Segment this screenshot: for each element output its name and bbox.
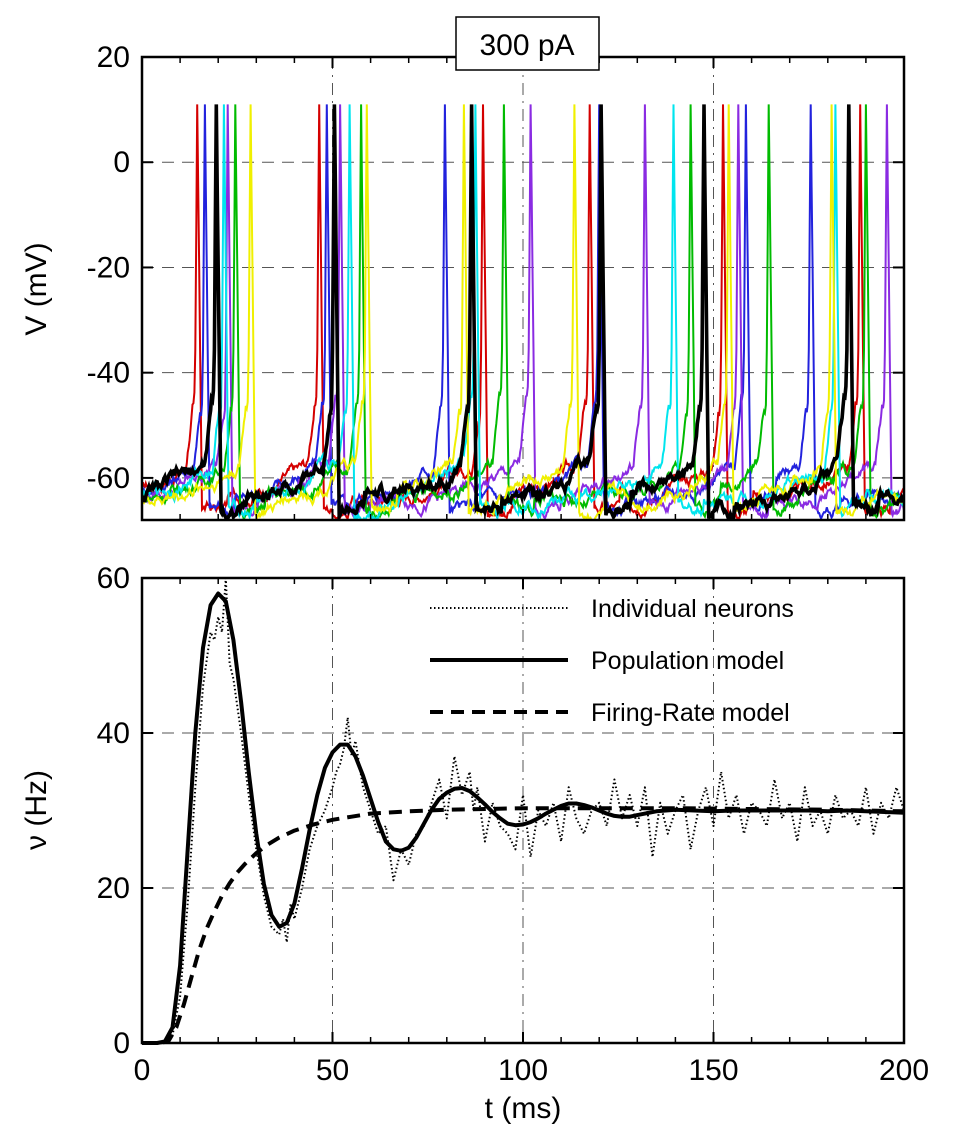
- rate-axes-box: [140, 576, 906, 1045]
- rate-x-tick-label: 0: [134, 1054, 151, 1087]
- voltage-y-tick-label: -20: [87, 251, 130, 284]
- rate-tick-labels: 0 50 100 150 200 0 20 40 60: [97, 562, 929, 1087]
- rate-x-tick-label: 200: [879, 1054, 929, 1087]
- rate-panel: 0 50 100 150 200 0 20 40 60 ν (Hz) t (ms) Indivi…: [20, 562, 929, 1125]
- rate-grid: [142, 578, 904, 1043]
- voltage-y-tick-label: 0: [113, 146, 130, 179]
- legend: Individual neurons Population model Firi…: [430, 595, 794, 727]
- rate-y-axis-label: ν (Hz): [20, 770, 53, 850]
- legend-label-firing-rate-model: Firing-Rate model: [591, 699, 790, 727]
- voltage-trace-5: [142, 104, 904, 520]
- voltage-tick-labels: 20 0 -20 -40 -60: [87, 41, 130, 495]
- rate-frame: [140, 576, 906, 1045]
- rate-y-tick-label: 0: [113, 1027, 130, 1060]
- voltage-panel: 20 0 -20 -40 -60 V (mV) 300 pA: [20, 16, 906, 522]
- current-annotation-box: 300 pA: [455, 16, 600, 71]
- legend-label-individual-neurons: Individual neurons: [591, 595, 794, 623]
- voltage-y-axis-label: V (mV): [20, 242, 53, 335]
- rate-series-firing-rate-model: [142, 806, 905, 1045]
- voltage-y-tick-label: -60: [87, 462, 130, 495]
- rate-y-tick-label: 20: [97, 872, 130, 905]
- current-annotation: 300 pA: [479, 29, 574, 62]
- rate-x-tick-label: 150: [688, 1054, 738, 1087]
- voltage-trace-6: [142, 104, 904, 520]
- rate-y-tick-label: 60: [97, 562, 130, 595]
- rate-traces: [142, 577, 905, 1045]
- legend-label-population-model: Population model: [591, 647, 784, 675]
- voltage-y-tick-label: -40: [87, 357, 130, 390]
- rate-y-tick-label: 40: [97, 717, 130, 750]
- rate-x-tick-label: 100: [498, 1054, 548, 1087]
- voltage-trace-3: [142, 104, 904, 520]
- voltage-y-tick-label: 20: [97, 41, 130, 74]
- rate-series-population-model: [142, 591, 905, 1045]
- rate-x-tick-label: 50: [316, 1054, 349, 1087]
- time-x-axis-label: t (ms): [485, 1092, 562, 1125]
